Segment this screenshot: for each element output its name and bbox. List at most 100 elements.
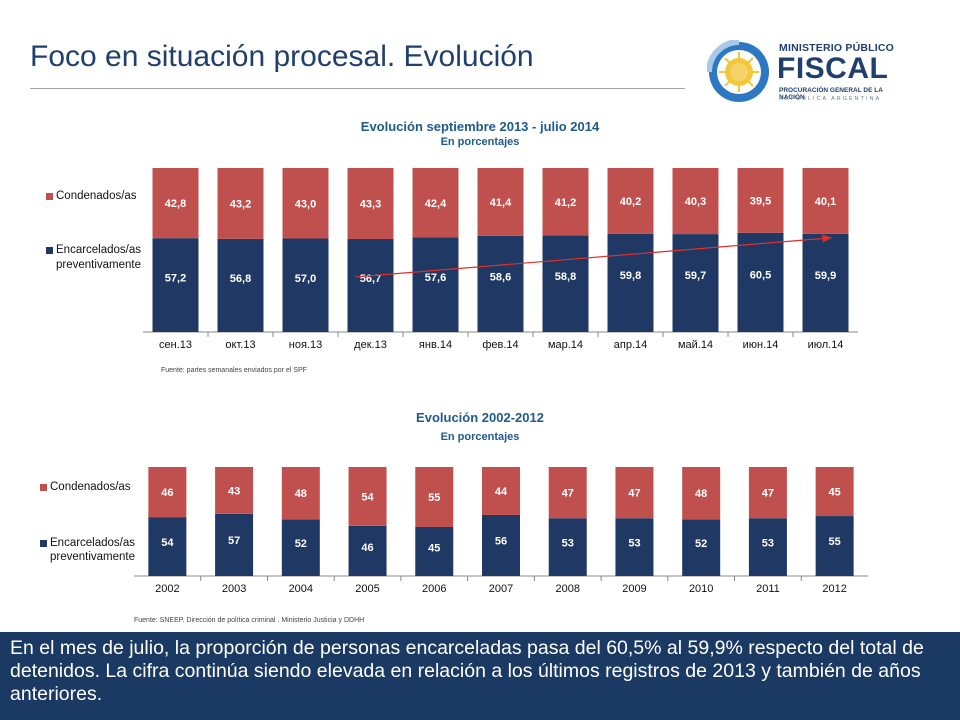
data-label-encarcelados: 53: [562, 537, 574, 549]
data-label-condenados: 46: [161, 487, 173, 499]
data-label-condenados: 43: [228, 485, 240, 497]
x-tick-label: 2007: [489, 583, 513, 595]
x-tick-label: 2012: [822, 583, 846, 595]
legend2-condenados: Condenados/as: [50, 481, 131, 493]
bar-encarcelados: [148, 517, 187, 576]
data-label-encarcelados: 52: [295, 538, 307, 550]
data-label-condenados: 40,3: [685, 196, 706, 208]
data-label-encarcelados: 54: [161, 537, 174, 549]
x-tick-label: 2004: [289, 583, 313, 595]
data-label-condenados: 40,2: [620, 196, 641, 208]
chart2-source: Fuente: SNEEP. Dirección de política cri…: [134, 617, 365, 624]
data-label-condenados: 44: [495, 486, 508, 498]
bar-condenados: [282, 168, 329, 239]
trend-arrow-head: [822, 234, 832, 243]
logo: MINISTERIO PÚBLICO FISCAL PROCURACIÓN GE…: [705, 38, 895, 108]
x-tick-label: дек.13: [354, 339, 387, 351]
bar-condenados: [217, 168, 264, 239]
bar-encarcelados: [737, 232, 784, 332]
bar-encarcelados: [415, 526, 454, 576]
bar-condenados: [348, 467, 387, 526]
data-label-encarcelados: 52: [695, 538, 707, 550]
data-label-encarcelados: 53: [762, 537, 774, 549]
bar-condenados: [152, 168, 199, 239]
x-tick-label: ноя.13: [289, 339, 322, 351]
x-tick-label: 2009: [622, 583, 646, 595]
data-label-condenados: 42,8: [165, 198, 186, 210]
bar-encarcelados: [281, 519, 320, 576]
x-tick-label: 2006: [422, 583, 446, 595]
data-label-encarcelados: 58,6: [490, 271, 511, 283]
x-tick-label: апр.14: [614, 339, 647, 351]
x-tick-label: 2002: [155, 583, 179, 595]
legend-swatch-condenados: [46, 193, 53, 200]
summary-text: En el mes de julio, la proporción de per…: [10, 637, 924, 705]
x-tick-label: 2010: [689, 583, 713, 595]
bar-encarcelados: [615, 518, 654, 576]
data-label-condenados: 39,5: [750, 195, 771, 207]
chart2-subtitle: En porcentajes: [440, 431, 520, 443]
bar-encarcelados: [477, 235, 524, 332]
bar-encarcelados: [348, 525, 387, 576]
page-title: Foco en situación procesal. Evolución: [30, 40, 534, 73]
x-tick-label: июн.14: [743, 339, 779, 351]
logo-line-3: PROCURACIÓN GENERAL DE LA NACIÓN: [779, 87, 883, 101]
data-label-condenados: 43,2: [230, 198, 251, 210]
data-label-condenados: 42,4: [425, 198, 447, 210]
bar-condenados: [542, 168, 589, 236]
bar-condenados: [548, 467, 587, 519]
legend-condenados: Condenados/as: [56, 190, 137, 202]
chart1-subtitle: En porcentajes: [440, 136, 520, 148]
bar-encarcelados: [347, 239, 394, 332]
bar-encarcelados: [482, 514, 520, 576]
bar-condenados: [148, 467, 187, 518]
data-label-condenados: 47: [762, 488, 774, 500]
bar-condenados: [748, 467, 787, 519]
data-label-encarcelados: 57: [228, 535, 240, 547]
data-label-encarcelados: 57,2: [165, 273, 186, 285]
data-label-condenados: 47: [628, 488, 640, 500]
bar-encarcelados: [815, 516, 854, 576]
data-label-condenados: 48: [695, 488, 707, 500]
bar-encarcelados: [682, 519, 721, 576]
data-label-encarcelados: 55: [829, 536, 841, 548]
legend-swatch-encarcelados: [46, 247, 53, 254]
title-divider: [30, 88, 685, 89]
chart1-title: Evolución septiembre 2013 - julio 2014: [360, 119, 600, 134]
data-label-encarcelados: 57,6: [425, 272, 446, 284]
bar-condenados: [615, 467, 654, 519]
bar-encarcelados: [802, 233, 849, 332]
chart2-title: Evolución 2002-2012: [416, 410, 544, 425]
bar-encarcelados: [152, 238, 199, 332]
legend2-swatch-encarcelados: [40, 540, 47, 547]
sun-seal-icon: [707, 40, 769, 102]
bar-condenados: [412, 168, 459, 238]
bar-condenados: [215, 467, 254, 514]
bar-encarcelados: [748, 518, 787, 576]
logo-line-4: REPÚBLICA ARGENTINA: [779, 96, 882, 102]
data-label-condenados: 55: [428, 492, 440, 504]
bar-encarcelados: [548, 518, 587, 576]
data-label-encarcelados: 59,7: [685, 270, 706, 282]
x-tick-label: мар.14: [548, 339, 583, 351]
legend-encarcelados-line2: preventivamente: [56, 259, 142, 271]
data-label-condenados: 41,2: [555, 197, 576, 209]
data-label-encarcelados: 53: [628, 537, 640, 549]
data-label-condenados: 43,3: [360, 199, 381, 211]
logo-line-2: FISCAL: [777, 52, 889, 85]
bar-condenados: [672, 168, 719, 235]
bar-encarcelados: [412, 237, 459, 332]
x-tick-label: окт.13: [225, 339, 255, 351]
bar-condenados: [737, 168, 784, 233]
data-label-condenados: 48: [295, 488, 307, 500]
data-label-condenados: 47: [562, 488, 574, 500]
x-tick-label: сен.13: [159, 339, 192, 351]
data-label-encarcelados: 56: [495, 536, 507, 548]
x-tick-label: май.14: [678, 339, 713, 351]
data-label-encarcelados: 45: [428, 543, 440, 555]
data-label-encarcelados: 57,0: [295, 273, 316, 285]
bar-encarcelados: [542, 235, 589, 332]
bar-condenados: [482, 467, 520, 515]
trend-arrow-line: [355, 237, 832, 278]
legend2-encarcelados-line1: Encarcelados/as: [50, 537, 136, 549]
